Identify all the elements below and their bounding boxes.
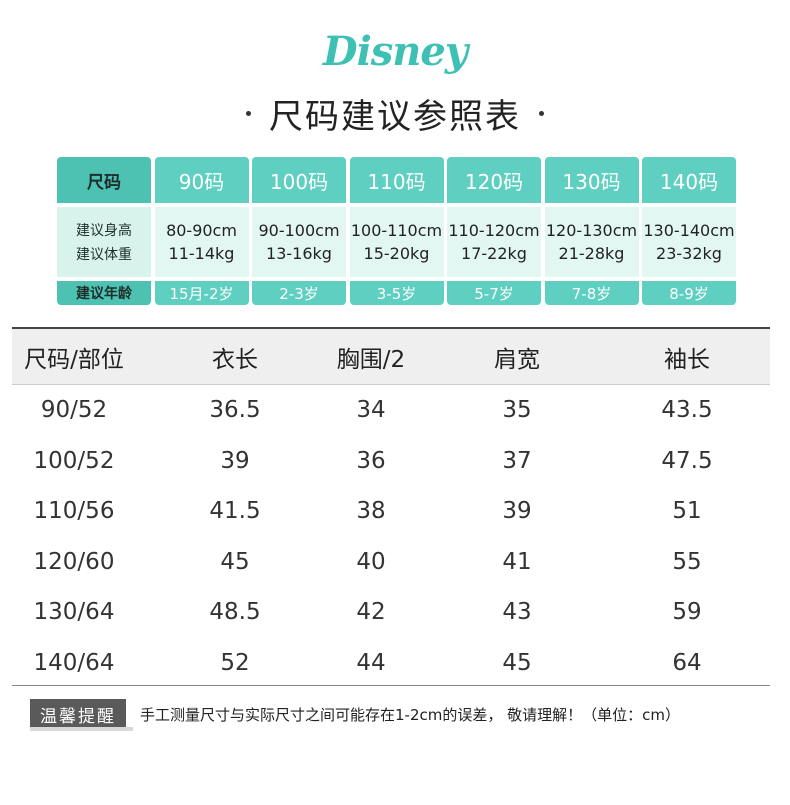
rec-size-label: 130码 (544, 157, 639, 203)
measurement-cell: 35 (502, 397, 532, 424)
measurement-header-row: 尺码/部位 衣长 胸围/2 肩宽 袖长 (12, 327, 770, 385)
measurement-cell: 59 (672, 599, 702, 626)
reminder-tag-shadow (30, 727, 133, 731)
rec-size-column: 140码 130-140cm 23-32kg 8-9岁 (642, 157, 736, 305)
measurement-cell: 51 (672, 498, 702, 525)
rec-size-column: 100码 90-100cm 13-16kg 2-3岁 (252, 157, 346, 305)
measurement-row: 120/60 45 40 41 55 (12, 537, 770, 588)
measurement-cell: 47.5 (661, 447, 713, 474)
rec-label-height: 建议身高 (76, 223, 132, 239)
rec-size-height: 130-140cm (643, 221, 735, 240)
rec-size-height: 90-100cm (258, 221, 340, 240)
measurement-cell: 36 (356, 447, 386, 474)
rec-size-column: 130码 120-130cm 21-28kg 7-8岁 (544, 157, 639, 305)
rec-size-label: 90码 (154, 157, 249, 203)
rec-size-label: 120码 (447, 157, 541, 203)
rec-size-weight: 21-28kg (558, 244, 625, 263)
measurement-cell: 40 (356, 548, 386, 575)
measurement-cell: 41.5 (209, 498, 261, 525)
rec-size-age: 2-3岁 (252, 281, 346, 305)
measurement-cell: 55 (672, 548, 702, 575)
brand-logo: Disney (0, 22, 790, 82)
measurement-cell: 41 (502, 548, 532, 575)
measurement-cell: 45 (502, 649, 532, 676)
measurement-cell: 90/52 (40, 397, 108, 424)
rec-size-age: 7-8岁 (544, 281, 639, 305)
measurement-row: 100/52 39 36 37 47.5 (12, 436, 770, 487)
rec-size-body: 120-130cm 21-28kg (544, 207, 639, 277)
rec-size-height: 80-90cm (166, 221, 237, 240)
rec-label-body: 建议身高 建议体重 (57, 207, 151, 277)
measurement-table: 尺码/部位 衣长 胸围/2 肩宽 袖长 90/52 36.5 34 35 43.5 100/52 3… (12, 327, 770, 688)
rec-size-height: 110-120cm (448, 221, 540, 240)
rec-size-age: 8-9岁 (642, 281, 736, 305)
measurement-cell: 43.5 (661, 397, 713, 424)
rec-size-column: 110码 100-110cm 15-20kg 3-5岁 (349, 157, 444, 305)
rec-size-body: 90-100cm 13-16kg (252, 207, 346, 277)
measurement-row: 110/56 41.5 38 39 51 (12, 486, 770, 537)
measurement-cell: 110/56 (33, 498, 115, 525)
rec-size-body: 80-90cm 11-14kg (154, 207, 249, 277)
rec-size-body: 110-120cm 17-22kg (447, 207, 541, 277)
page-title-text: 尺码建议参照表 (269, 96, 521, 137)
title-dot-right (539, 110, 544, 116)
measurement-row: 130/64 48.5 42 43 59 (12, 587, 770, 638)
rec-size-height: 120-130cm (545, 221, 638, 240)
rec-size-label: 140码 (642, 157, 736, 203)
measurement-header-cell: 衣长 (212, 346, 258, 373)
measurement-cell: 140/64 (33, 649, 115, 676)
measurement-cell: 37 (502, 447, 532, 474)
measurement-cell: 64 (672, 649, 702, 676)
rec-size-column: 120码 110-120cm 17-22kg 5-7岁 (447, 157, 541, 305)
rec-label-age: 建议年龄 (57, 281, 151, 305)
measurement-cell: 42 (356, 599, 386, 626)
reminder-text: 手工测量尺寸与实际尺寸之间可能存在1-2cm的误差， 敬请理解！（单位：cm） (140, 705, 680, 724)
rec-size-column: 90码 80-90cm 11-14kg 15月-2岁 (154, 157, 249, 305)
measurement-header-cell: 尺码/部位 (24, 346, 124, 373)
title-dot-left (246, 110, 251, 116)
rec-size-weight: 11-14kg (168, 244, 235, 263)
measurement-cell: 100/52 (33, 447, 115, 474)
measurement-cell: 52 (220, 649, 250, 676)
measurement-row: 90/52 36.5 34 35 43.5 (12, 385, 770, 436)
rec-label-weight: 建议体重 (76, 247, 132, 263)
recommendation-table: 尺码 建议身高 建议体重 建议年龄 90码 80-90cm 11-14kg 15月-2… (57, 157, 736, 305)
measurement-header-cell: 胸围/2 (336, 346, 406, 373)
rec-size-age: 15月-2岁 (154, 281, 249, 305)
measurement-cell: 130/64 (33, 599, 115, 626)
measurement-header-cell: 袖长 (664, 346, 710, 373)
measurement-cell: 34 (356, 397, 386, 424)
reminder-note: 温馨提醒 手工测量尺寸与实际尺寸之间可能存在1-2cm的误差， 敬请理解！（单位… (30, 697, 780, 731)
measurement-header-cell: 肩宽 (494, 346, 540, 373)
rec-size-weight: 13-16kg (266, 244, 332, 263)
measurement-cell: 44 (356, 649, 386, 676)
rec-size-weight: 17-22kg (461, 244, 527, 263)
measurement-cell: 39 (502, 498, 532, 525)
reminder-tag: 温馨提醒 (30, 699, 126, 729)
rec-label-size: 尺码 (57, 157, 151, 203)
rec-size-age: 5-7岁 (447, 281, 541, 305)
measurement-cell: 48.5 (209, 599, 261, 626)
rec-size-label: 100码 (252, 157, 346, 203)
rec-label-column: 尺码 建议身高 建议体重 建议年龄 (57, 157, 151, 305)
measurement-bottom-rule (12, 685, 770, 686)
measurement-cell: 39 (220, 447, 250, 474)
page-title: 尺码建议参照表 (0, 88, 790, 138)
rec-size-label: 110码 (349, 157, 444, 203)
measurement-cell: 45 (220, 548, 250, 575)
rec-size-height: 100-110cm (350, 221, 443, 240)
rec-size-weight: 15-20kg (363, 244, 430, 263)
brand-logo-text: Disney (322, 28, 468, 75)
rec-size-weight: 23-32kg (656, 244, 722, 263)
rec-size-body: 130-140cm 23-32kg (642, 207, 736, 277)
measurement-cell: 36.5 (209, 397, 261, 424)
rec-size-body: 100-110cm 15-20kg (349, 207, 444, 277)
measurement-cell: 43 (502, 599, 532, 626)
measurement-cell: 38 (356, 498, 386, 525)
measurement-cell: 120/60 (33, 548, 115, 575)
rec-size-age: 3-5岁 (349, 281, 444, 305)
measurement-row: 140/64 52 44 45 64 (12, 638, 770, 689)
